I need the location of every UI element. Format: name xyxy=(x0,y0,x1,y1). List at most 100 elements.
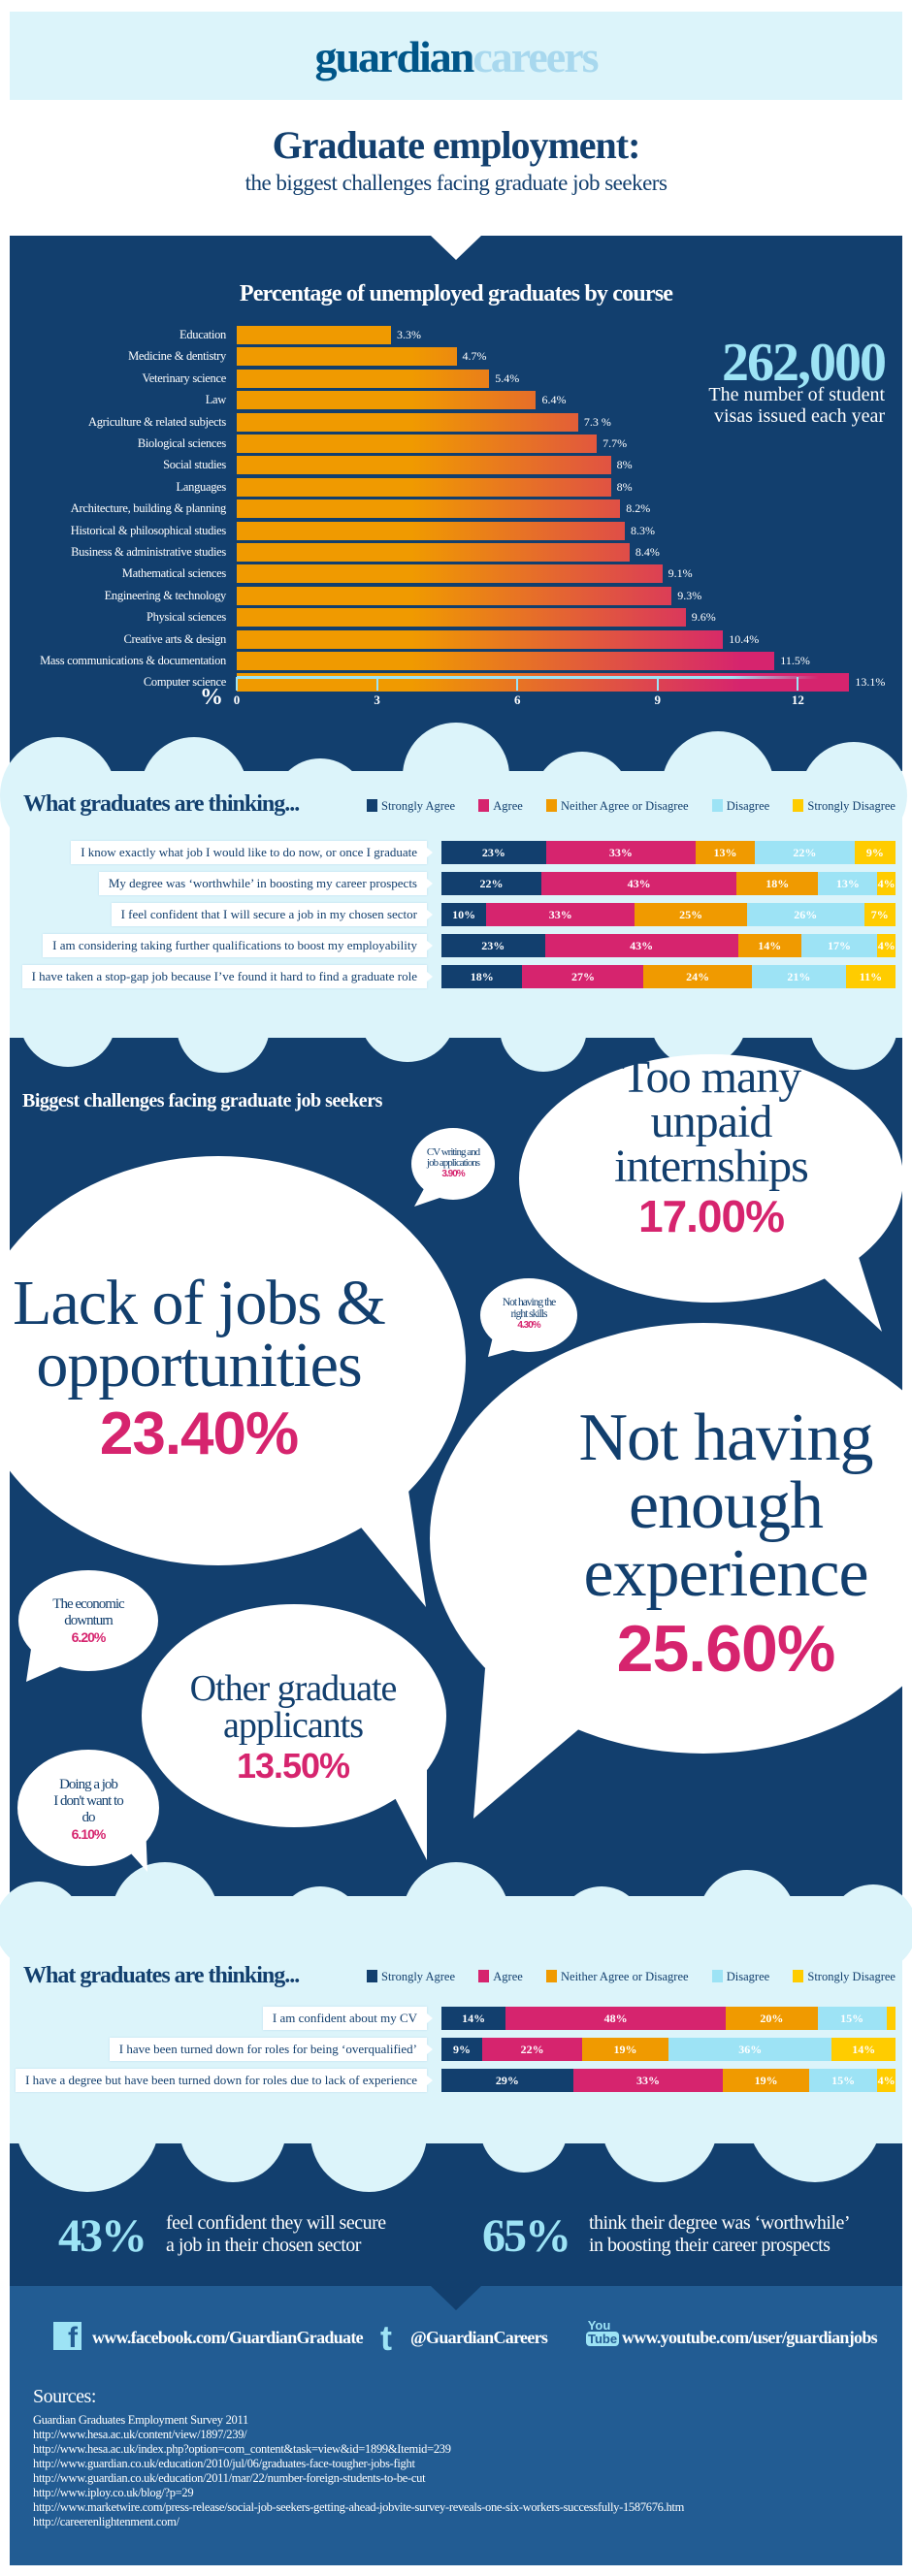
bar xyxy=(237,456,611,475)
legend-item: Strongly Disagree xyxy=(793,1970,896,1984)
header-band: guardiancareers xyxy=(10,12,902,100)
bar-segment: 22% xyxy=(441,872,541,895)
stacked-bar: 14% 48% 20% 15% xyxy=(441,2007,896,2030)
legend-label: Disagree xyxy=(726,799,770,813)
challenge-label: CV writing and xyxy=(426,1146,480,1158)
bar-segment: 23% xyxy=(441,841,546,864)
cloud-shape xyxy=(558,1886,645,1974)
category-label: Law xyxy=(205,393,227,407)
value-label: 6.4% xyxy=(541,393,567,407)
legend-label: Strongly Disagree xyxy=(807,799,896,813)
bar xyxy=(237,391,537,410)
stat-worthwhile-number: 65% xyxy=(482,2210,571,2262)
x-tick-label: 9 xyxy=(654,692,662,707)
category-label: Computer science xyxy=(143,675,226,690)
bar xyxy=(237,477,611,497)
challenge-label: unpaid xyxy=(650,1096,773,1147)
cloud-shape xyxy=(277,1886,364,1974)
statement-label: I am considering taking further qualific… xyxy=(43,934,433,957)
facebook-link[interactable]: www.facebook.com/GuardianGraduate xyxy=(92,2328,364,2347)
legend-item: Disagree xyxy=(711,799,770,814)
survey2-title: What graduates are thinking... xyxy=(23,1963,300,1988)
cloud-shape xyxy=(403,1862,509,1969)
statement-label: My degree was ‘worthwhile’ in boosting m… xyxy=(98,872,434,895)
legend-label: Strongly Agree xyxy=(381,799,456,813)
category-label: Historical & philosophical studies xyxy=(70,523,227,537)
stacked-bar: 22% 43% 18% 13% 4% xyxy=(441,872,896,895)
challenge-label: applicants xyxy=(222,1705,364,1746)
value-label: 13.1% xyxy=(855,675,886,690)
bar xyxy=(237,564,663,584)
youtube-link[interactable]: www.youtube.com/user/guardianjobs xyxy=(622,2328,878,2347)
twitter-icon[interactable]: t xyxy=(380,2318,392,2358)
speech-bubble xyxy=(142,1604,446,1827)
category-label: Business & administrative studies xyxy=(71,545,226,559)
x-tick-label: 12 xyxy=(791,692,804,707)
challenge-label: experience xyxy=(583,1536,868,1611)
challenge-text: Other graduate applicants 13.50% xyxy=(189,1668,398,1787)
value-label: 4.7% xyxy=(462,349,487,364)
source-item[interactable]: http://www.iploy.co.uk/blog/?p=29 xyxy=(33,2486,194,2499)
challenge-text: Doing a job I don't want to do 6.10% xyxy=(53,1777,123,1844)
twitter-link[interactable]: @GuardianCareers xyxy=(410,2328,548,2347)
legend-label: Neither Agree or Disagree xyxy=(561,1970,689,1983)
legend-swatch xyxy=(367,1970,377,1982)
legend-swatch xyxy=(793,1970,804,1982)
legend-label: Neither Agree or Disagree xyxy=(561,799,689,813)
legend-label: Agree xyxy=(493,799,523,813)
sources-title: Sources: xyxy=(33,2386,96,2407)
challenge-label: Doing a job xyxy=(59,1777,118,1792)
challenge-text: CV writing and job applications 3.90% xyxy=(426,1146,480,1181)
source-item[interactable]: http://www.hesa.ac.uk/content/view/1897/… xyxy=(33,2428,247,2441)
bar-segment: 18% xyxy=(441,965,523,988)
source-item[interactable]: http://careerenlightenment.com/ xyxy=(33,2515,179,2528)
cloud-shape xyxy=(274,758,367,852)
challenge-label: Too many xyxy=(621,1051,802,1103)
source-item[interactable]: http://www.guardian.co.uk/education/2011… xyxy=(33,2471,426,2485)
stacked-bar: 18% 27% 24% 21% 11% xyxy=(441,965,896,988)
bar-segment: 17% xyxy=(800,934,878,957)
bar xyxy=(237,369,490,388)
notch-decoration xyxy=(431,236,481,260)
speech-bubble xyxy=(18,1570,158,1671)
legend-label: Agree xyxy=(493,1970,523,1983)
x-tick xyxy=(516,677,519,691)
source-item[interactable]: http://www.marketwire.com/press-release/… xyxy=(33,2500,684,2514)
survey2-legend: Strongly Agree Agree Neither Agree or Disa… xyxy=(367,1970,896,1984)
youtube-icon[interactable]: You Tube xyxy=(586,2318,620,2346)
stat-confident-number: 43% xyxy=(58,2210,147,2262)
value-label: 8.4% xyxy=(635,545,660,559)
bar xyxy=(237,543,630,562)
bar-segment: 33% xyxy=(545,841,697,864)
bar-segment: 22% xyxy=(482,2038,583,2061)
facebook-icon[interactable]: f xyxy=(53,2322,81,2350)
cloud-shape xyxy=(0,1882,82,1969)
category-label: Creative arts & design xyxy=(123,631,226,646)
cloud-shape xyxy=(800,742,907,849)
stacked-bar: 29% 33% 19% 15% 4% xyxy=(441,2069,896,2092)
sources-list: Guardian Graduates Employment Survey 201… xyxy=(33,2413,684,2529)
survey1-legend: Strongly Agree Agree Neither Agree or Disa… xyxy=(367,799,896,814)
bar xyxy=(237,629,724,649)
cloud-shape xyxy=(699,1870,796,1967)
stat-worthwhile-text: think their degree was ‘worthwhile’ in bo… xyxy=(589,2212,851,2256)
stat-confident-text: feel confident they will secure a job in … xyxy=(166,2212,386,2256)
bar-segment: 19% xyxy=(723,2069,810,2092)
value-label: 5.4% xyxy=(495,370,520,385)
statement-label: I know exactly what job I would like to … xyxy=(71,841,433,864)
bar-segment: 14% xyxy=(831,2038,896,2061)
challenge-text: Too many unpaid internships 17.00% xyxy=(614,1051,809,1245)
statement-label: I feel confident that I will secure a jo… xyxy=(111,903,434,926)
legend-item: Strongly Disagree xyxy=(793,799,896,814)
source-item[interactable]: http://www.guardian.co.uk/education/2010… xyxy=(33,2457,415,2470)
x-axis-unit: % xyxy=(200,685,223,710)
challenge-percent: 13.50% xyxy=(236,1746,350,1786)
source-item[interactable]: http://www.hesa.ac.uk/index.php?option=c… xyxy=(33,2442,451,2456)
cloud-shape xyxy=(177,980,270,1073)
challenges-title: Biggest challenges facing graduate job s… xyxy=(22,1090,382,1111)
challenge-label: Other graduate xyxy=(189,1668,398,1709)
guardian-careers-logo[interactable]: guardiancareers xyxy=(314,32,599,81)
challenge-label: Not having the xyxy=(502,1297,556,1308)
value-label: 9.3% xyxy=(677,588,702,602)
statement-label: I have taken a stop-gap job because I’ve… xyxy=(21,965,434,988)
